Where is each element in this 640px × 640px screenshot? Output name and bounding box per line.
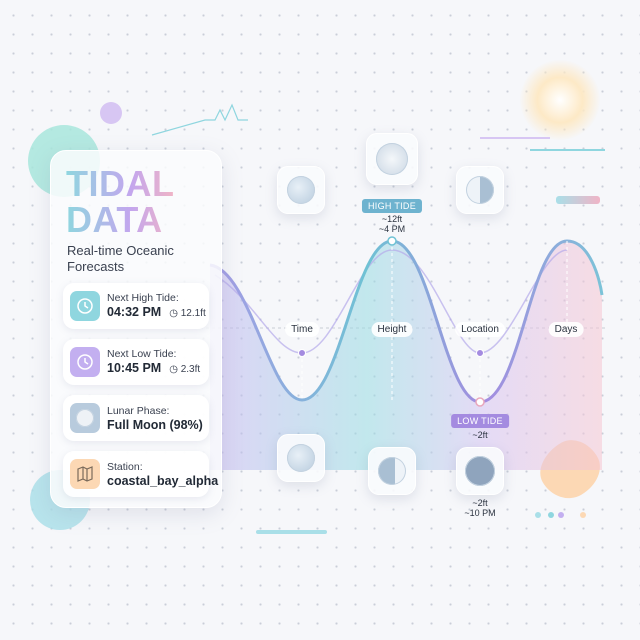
high-tide-note: ~12ft ~4 PM (378, 214, 406, 234)
decor-dot (548, 512, 554, 518)
new-moon-icon (465, 456, 495, 486)
item-value: 04:32 PM (107, 305, 162, 319)
tide-wave (209, 239, 604, 404)
moon-icon (466, 176, 494, 204)
item-extra: 12.1ft (180, 308, 206, 319)
moon-phase-tile (366, 133, 418, 185)
moon-phase-tile (277, 166, 325, 214)
decor-dot (558, 512, 564, 518)
item-value: Full Moon (98%) (107, 418, 203, 432)
moon-phase-tile (456, 166, 504, 214)
item-label: Lunar Phase: (107, 405, 170, 417)
moon-icon (287, 176, 315, 204)
bottom-note: ~2ft ~10 PM (464, 498, 496, 518)
lunar-phase-card[interactable]: Lunar Phase: Full Moon (98%) (63, 395, 209, 441)
moon-icon (70, 403, 100, 433)
item-label: Station: (107, 461, 143, 473)
moon-phase-tile (277, 434, 325, 482)
sun-glow (520, 60, 600, 140)
axis-label-height: Height (371, 322, 413, 337)
tide-area (210, 241, 602, 470)
decor-circle (100, 102, 122, 124)
item-value: coastal_bay_alpha (107, 474, 219, 488)
app-title: TIDAL DATA (66, 163, 175, 240)
next-high-tide-card[interactable]: Next High Tide: 04:32 PM ◷ 12.1ft (63, 283, 209, 329)
full-moon-icon (376, 143, 408, 175)
axis-label-time: Time (285, 322, 319, 337)
item-label: Next Low Tide: (107, 348, 177, 360)
wave-point (298, 349, 306, 357)
next-low-tide-card[interactable]: Next Low Tide: 10:45 PM ◷ 2.3ft (63, 339, 209, 385)
wave-point (476, 349, 484, 357)
axis-label-days: Days (548, 322, 584, 337)
app-subtitle: Real-time Oceanic Forecasts (67, 243, 174, 274)
moon-phase-tile (368, 447, 416, 495)
station-card[interactable]: Station: coastal_bay_alpha (63, 451, 218, 497)
low-tide-note: ~2ft (472, 430, 488, 440)
info-panel (50, 150, 222, 508)
moon-phase-tile (456, 447, 504, 495)
low-tide-tag: LOW TIDE (451, 414, 509, 428)
axis-label-location: Location (455, 322, 505, 337)
map-icon (70, 459, 100, 489)
high-tide-point (387, 236, 397, 246)
item-label: Next High Tide: (107, 292, 179, 304)
low-tide-point (475, 397, 485, 407)
moon-icon (287, 444, 315, 472)
clock-icon (70, 347, 100, 377)
high-tide-tag: HIGH TIDE (361, 199, 423, 213)
clock-icon (70, 291, 100, 321)
decor-dot (535, 512, 541, 518)
decor-line (151, 103, 248, 136)
item-extra: 2.3ft (180, 364, 201, 375)
moon-icon (378, 457, 406, 485)
decor-bar (556, 196, 600, 204)
decor-dot (580, 512, 586, 518)
item-value: 10:45 PM (107, 361, 162, 375)
